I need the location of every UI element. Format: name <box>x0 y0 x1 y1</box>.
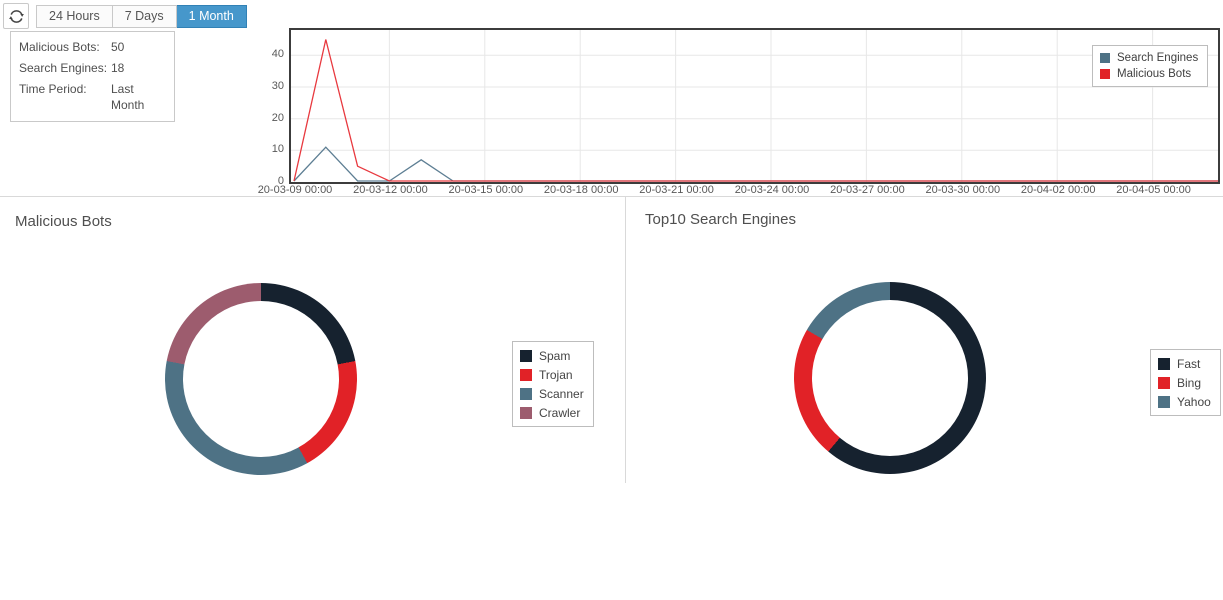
x-axis-tick-label: 20-03-21 00:00 <box>639 184 714 196</box>
legend-item: Spam <box>520 346 584 365</box>
line-chart-legend: Search Engines Malicious Bots <box>1092 45 1209 87</box>
x-axis-tick-label: 20-03-30 00:00 <box>925 184 1001 196</box>
legend-item: Trojan <box>520 365 584 384</box>
malicious-bots-legend: Spam Trojan Scanner Crawler <box>512 341 594 427</box>
legend-item: Fast <box>1158 354 1211 373</box>
x-axis-tick-label: 20-04-02 00:00 <box>1020 184 1096 196</box>
time-range-7-days-button[interactable]: 7 Days <box>112 5 177 28</box>
x-axis-tick-label: 20-03-27 00:00 <box>830 184 905 196</box>
legend-item: Yahoo <box>1158 392 1211 411</box>
legend-swatch-icon <box>1100 53 1110 63</box>
legend-label: Crawler <box>539 405 581 420</box>
search-engines-panel-title: Top10 Search Engines <box>645 211 796 228</box>
legend-item: Search Engines <box>1100 50 1198 66</box>
summary-row-time-period: Time Period: Last Month <box>11 78 174 115</box>
legend-swatch-icon <box>1100 69 1110 79</box>
time-range-24-hours-button[interactable]: 24 Hours <box>36 5 113 28</box>
x-axis-tick-label: 20-03-12 00:00 <box>353 184 428 196</box>
legend-item: Scanner <box>520 384 584 403</box>
malicious-bots-donut-chart <box>165 283 357 475</box>
legend-swatch-icon <box>1158 376 1170 389</box>
summary-value: 50 <box>111 40 125 54</box>
legend-label: Trojan <box>539 367 573 382</box>
line-chart-svg <box>291 30 1218 182</box>
y-axis-tick-label: 30 <box>271 80 284 92</box>
horizontal-divider <box>0 196 1223 197</box>
legend-label: Scanner <box>539 386 584 401</box>
x-axis-tick-label: 20-03-18 00:00 <box>543 184 619 196</box>
legend-label: Bing <box>1177 375 1202 390</box>
x-axis-tick-label: 20-03-24 00:00 <box>734 184 810 196</box>
refresh-icon <box>8 9 24 24</box>
time-range-1-month-button[interactable]: 1 Month <box>176 5 247 28</box>
legend-label: Fast <box>1177 356 1201 371</box>
x-axis-tick-label: 20-03-15 00:00 <box>448 184 524 196</box>
malicious-bots-panel-title: Malicious Bots <box>15 213 112 230</box>
donut-hole <box>812 300 968 456</box>
y-axis-tick-label: 20 <box>271 111 284 124</box>
legend-item: Malicious Bots <box>1100 66 1198 82</box>
legend-item: Bing <box>1158 373 1211 392</box>
summary-label: Time Period: <box>19 82 87 96</box>
y-axis-tick-label: 0 <box>277 175 284 187</box>
time-range-segmented-control: 24 Hours 7 Days 1 Month <box>36 5 247 28</box>
y-axis-tick-label: 40 <box>271 48 284 61</box>
legend-label: Yahoo <box>1177 394 1211 409</box>
summary-box: Malicious Bots: 50 Search Engines: 18 Ti… <box>10 31 175 122</box>
y-axis-tick-label: 10 <box>271 143 284 156</box>
legend-swatch-icon <box>520 387 532 400</box>
legend-label: Search Engines <box>1117 52 1199 64</box>
summary-row-malicious-bots: Malicious Bots: 50 <box>11 36 174 57</box>
legend-label: Spam <box>539 348 571 363</box>
vertical-divider <box>625 197 626 483</box>
toolbar: 24 Hours 7 Days 1 Month <box>3 3 247 29</box>
legend-swatch-icon <box>520 349 532 362</box>
summary-label: Malicious Bots: <box>19 40 100 54</box>
summary-value: Last Month <box>111 82 145 112</box>
refresh-button[interactable] <box>3 3 29 29</box>
summary-value: 18 <box>111 61 125 75</box>
legend-swatch-icon <box>520 406 532 419</box>
legend-item: Crawler <box>520 403 584 422</box>
donut-hole <box>183 301 339 457</box>
x-axis-tick-label: 20-04-05 00:00 <box>1116 184 1191 196</box>
search-engines-legend: Fast Bing Yahoo <box>1150 349 1221 416</box>
line-chart-plot-area <box>289 28 1220 184</box>
x-axis-tick-label: 20-03-09 00:00 <box>257 184 333 196</box>
legend-swatch-icon <box>1158 357 1170 370</box>
summary-row-search-engines: Search Engines: 18 <box>11 57 174 78</box>
search-engines-donut-chart <box>794 282 986 474</box>
legend-swatch-icon <box>1158 395 1170 408</box>
summary-label: Search Engines: <box>19 61 108 75</box>
legend-label: Malicious Bots <box>1117 68 1192 80</box>
legend-swatch-icon <box>520 368 532 381</box>
